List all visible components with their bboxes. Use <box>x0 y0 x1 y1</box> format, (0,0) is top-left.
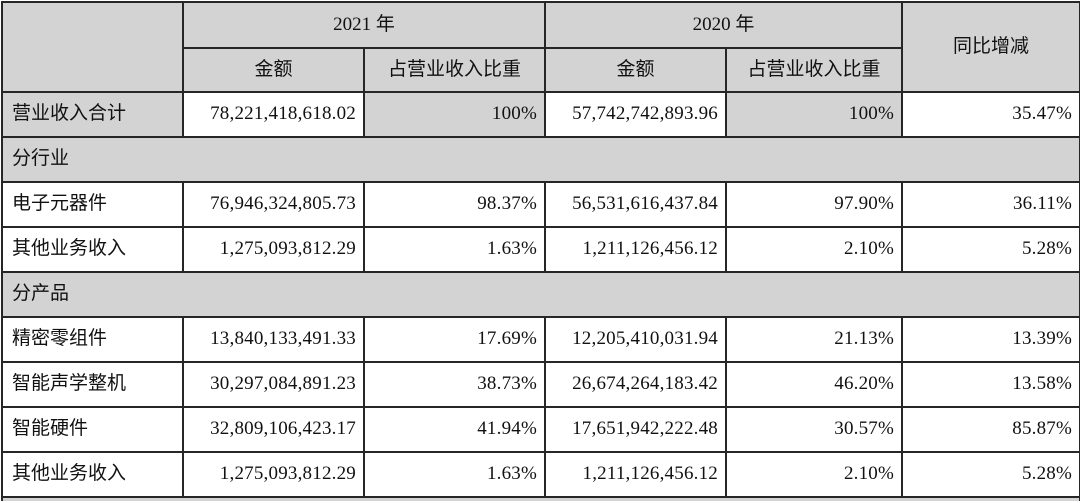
yoy-cell: 13.39% <box>901 316 1080 363</box>
share-2021-cell: 17.69% <box>362 316 547 363</box>
amount-2021-cell: 13,840,133,491.33 <box>182 316 365 363</box>
section-label: 分行业 <box>0 136 1080 183</box>
share-2020-cell: 46.20% <box>725 361 904 408</box>
year-2021-header: 2021 年 <box>181 1 547 49</box>
share-2021-cell: 100% <box>362 91 547 138</box>
share-2021-cell: 1.63% <box>362 226 547 273</box>
year-2020-header: 2020 年 <box>544 1 904 49</box>
amount-2020-cell: 17,651,942,222.48 <box>544 406 728 453</box>
share-2021-header: 占营业收入比重 <box>362 47 547 93</box>
section-row-by-industry: 分行业 <box>0 136 1080 183</box>
row-label: 智能硬件 <box>1 406 184 453</box>
amount-2020-cell: 12,205,410,031.94 <box>544 316 728 363</box>
share-2020-cell: 2.10% <box>725 451 904 498</box>
amount-2021-cell: 1,275,093,812.29 <box>182 226 365 273</box>
table-row-electronic-components: 电子元器件 76,946,324,805.73 98.37% 56,531,61… <box>1 181 1080 228</box>
amount-2021-cell: 76,946,324,805.73 <box>182 181 365 228</box>
corner-empty-cell <box>1 1 184 93</box>
share-2020-header: 占营业收入比重 <box>725 47 904 93</box>
amount-2020-cell: 57,742,742,893.96 <box>544 91 728 138</box>
amount-2021-header: 金额 <box>182 47 365 93</box>
amount-2021-cell: 30,297,084,891.23 <box>182 361 365 408</box>
amount-2020-cell: 56,531,616,437.84 <box>544 181 728 228</box>
table-row-smart-acoustic-products: 智能声学整机 30,297,084,891.23 38.73% 26,674,2… <box>1 361 1080 408</box>
header-row-metrics: 金额 占营业收入比重 金额 占营业收入比重 <box>2 47 1080 93</box>
share-2020-cell: 100% <box>725 91 904 138</box>
table-row-other-business-income-product: 其他业务收入 1,275,093,812.29 1.63% 1,211,126,… <box>1 451 1080 498</box>
share-2020-cell: 21.13% <box>725 316 904 363</box>
amount-2020-cell: 1,211,126,456.12 <box>544 451 728 498</box>
amount-2021-cell: 78,221,418,618.02 <box>182 91 365 138</box>
section-label: 分产品 <box>0 271 1080 318</box>
share-2021-cell: 41.94% <box>362 406 547 453</box>
share-2020-cell: 97.90% <box>725 181 904 228</box>
clipped-cell <box>0 496 1080 501</box>
row-label: 电子元器件 <box>1 181 184 228</box>
share-2020-cell: 2.10% <box>725 226 904 273</box>
row-label: 其他业务收入 <box>1 451 184 498</box>
row-label: 智能声学整机 <box>1 361 184 408</box>
share-2021-cell: 1.63% <box>362 451 547 498</box>
clipped-next-section-row <box>0 496 1080 501</box>
table-row-precision-components: 精密零组件 13,840,133,491.33 17.69% 12,205,41… <box>1 316 1080 363</box>
yoy-cell: 5.28% <box>901 226 1080 273</box>
table-row-smart-hardware: 智能硬件 32,809,106,423.17 41.94% 17,651,942… <box>1 406 1080 453</box>
amount-2021-cell: 32,809,106,423.17 <box>182 406 365 453</box>
header-row-years: 2021 年 2020 年 同比增减 <box>1 1 1080 93</box>
yoy-cell: 13.58% <box>901 361 1080 408</box>
share-2021-cell: 38.73% <box>362 361 547 408</box>
amount-2021-cell: 1,275,093,812.29 <box>182 451 365 498</box>
row-label: 其他业务收入 <box>1 226 184 273</box>
amount-2020-cell: 1,211,126,456.12 <box>544 226 728 273</box>
yoy-change-header: 同比增减 <box>901 1 1080 93</box>
yoy-cell: 85.87% <box>901 406 1080 453</box>
yoy-cell: 5.28% <box>901 451 1080 498</box>
share-2020-cell: 30.57% <box>725 406 904 453</box>
table-row-revenue-total: 营业收入合计 78,221,418,618.02 100% 57,742,742… <box>1 91 1080 138</box>
section-row-by-product: 分产品 <box>0 271 1080 318</box>
yoy-cell: 35.47% <box>901 91 1080 138</box>
amount-2020-cell: 26,674,264,183.42 <box>544 361 728 408</box>
amount-2020-header: 金额 <box>544 47 728 93</box>
row-label: 营业收入合计 <box>1 91 184 138</box>
row-label: 精密零组件 <box>1 316 184 363</box>
yoy-cell: 36.11% <box>901 181 1080 228</box>
table-row-other-business-income-industry: 其他业务收入 1,275,093,812.29 1.63% 1,211,126,… <box>1 226 1080 273</box>
share-2021-cell: 98.37% <box>362 181 547 228</box>
